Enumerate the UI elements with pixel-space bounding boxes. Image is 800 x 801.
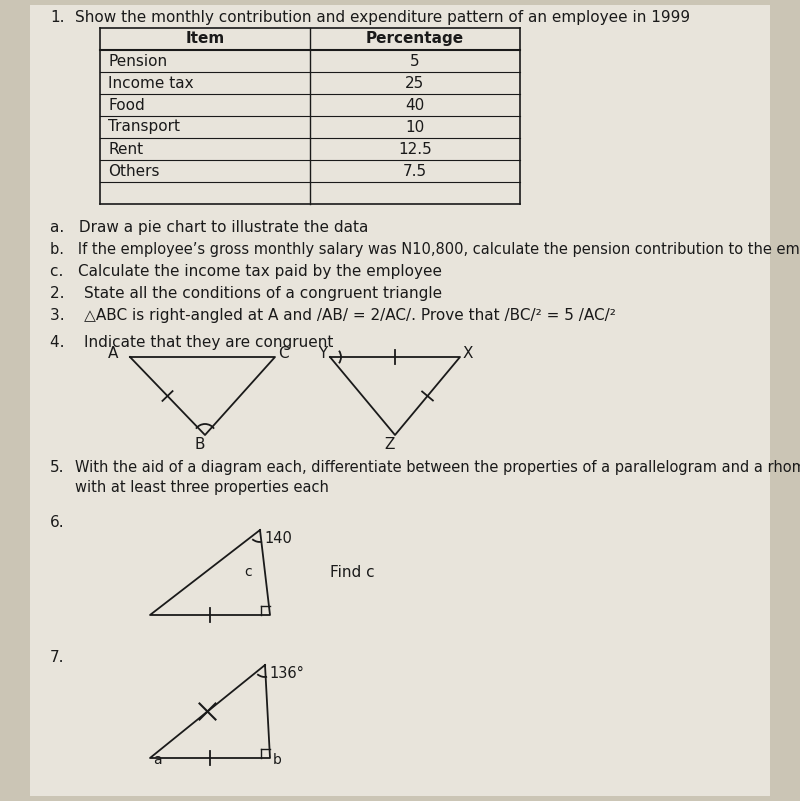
Text: 5: 5 [410,54,420,69]
Text: a: a [153,753,162,767]
Text: c: c [244,565,252,579]
Text: 4.    Indicate that they are congruent: 4. Indicate that they are congruent [50,335,334,350]
Text: Show the monthly contribution and expenditure pattern of an employee in 1999: Show the monthly contribution and expend… [75,10,690,25]
Text: 2.    State all the conditions of a congruent triangle: 2. State all the conditions of a congrue… [50,286,442,301]
Text: 6.: 6. [50,515,65,530]
Text: b.   If the employee’s gross monthly salary was N10,800, calculate the pension c: b. If the employee’s gross monthly salar… [50,242,800,257]
Text: Y: Y [318,347,327,361]
Text: c.   Calculate the income tax paid by the employee: c. Calculate the income tax paid by the … [50,264,442,279]
Text: Find c: Find c [330,565,374,580]
Text: 3.    △ABC is right-angled at A and /AB/ = 2/AC/. Prove that /BC/² = 5 /AC/²: 3. △ABC is right-angled at A and /AB/ = … [50,308,616,323]
Text: Income tax: Income tax [108,75,194,91]
Text: With the aid of a diagram each, differentiate between the properties of a parall: With the aid of a diagram each, differen… [75,460,800,475]
Text: 25: 25 [406,75,425,91]
Text: A: A [108,347,118,361]
Polygon shape [30,5,770,796]
Text: 7.5: 7.5 [403,163,427,179]
Text: 12.5: 12.5 [398,142,432,156]
Text: Rent: Rent [108,142,143,156]
Text: Food: Food [108,98,145,112]
Text: Z: Z [385,437,395,452]
Text: 140: 140 [264,531,292,546]
Text: 136°: 136° [269,666,304,681]
Text: C: C [278,347,289,361]
Text: 7.: 7. [50,650,65,665]
Text: Transport: Transport [108,119,180,135]
Text: Pension: Pension [108,54,167,69]
Text: Item: Item [186,31,225,46]
Text: 5.: 5. [50,460,65,475]
Text: B: B [194,437,206,452]
Text: X: X [463,347,474,361]
Text: 40: 40 [406,98,425,112]
Text: 10: 10 [406,119,425,135]
Text: a.   Draw a pie chart to illustrate the data: a. Draw a pie chart to illustrate the da… [50,220,368,235]
Text: Percentage: Percentage [366,31,464,46]
Text: b: b [273,753,282,767]
Text: with at least three properties each: with at least three properties each [75,480,329,495]
Text: Others: Others [108,163,159,179]
Text: 1.: 1. [50,10,65,25]
